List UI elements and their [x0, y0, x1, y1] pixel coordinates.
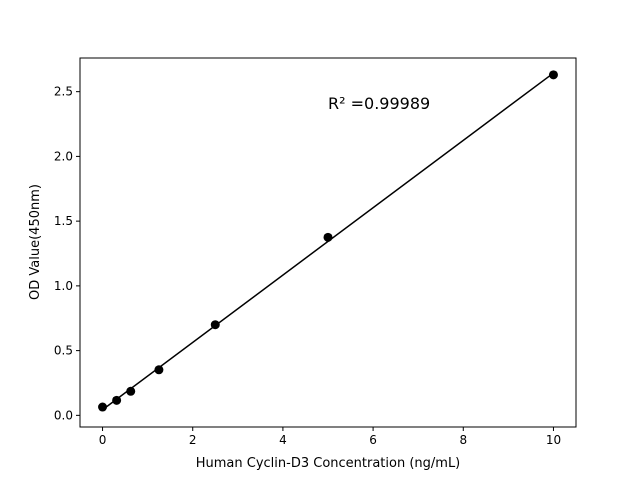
x-tick-label: 6 [369, 433, 377, 447]
plot-frame [79, 57, 577, 428]
y-tick-label: 1.5 [54, 214, 73, 228]
x-tick-label: 4 [279, 433, 287, 447]
y-tick-label: 2.0 [54, 149, 73, 163]
data-point [98, 402, 108, 412]
r-squared-annotation: R² =0.99989 [328, 94, 430, 113]
x-tick-label: 2 [189, 433, 197, 447]
data-point [126, 386, 136, 396]
data-point [323, 232, 333, 242]
y-tick-label: 1.0 [54, 279, 73, 293]
x-axis-label: Human Cyclin-D3 Concentration (ng/mL) [196, 456, 461, 471]
data-point [154, 365, 164, 375]
x-tick-label: 0 [99, 433, 107, 447]
x-tick-label: 10 [546, 433, 561, 447]
y-tick-label: 0.0 [54, 408, 73, 422]
y-tick-label: 2.5 [54, 85, 73, 99]
y-axis-label: OD Value(450nm) [28, 184, 43, 300]
x-tick-label: 8 [459, 433, 467, 447]
data-point [210, 320, 220, 330]
data-point [548, 70, 558, 80]
y-tick-label: 0.5 [54, 344, 73, 358]
data-point [112, 395, 122, 405]
